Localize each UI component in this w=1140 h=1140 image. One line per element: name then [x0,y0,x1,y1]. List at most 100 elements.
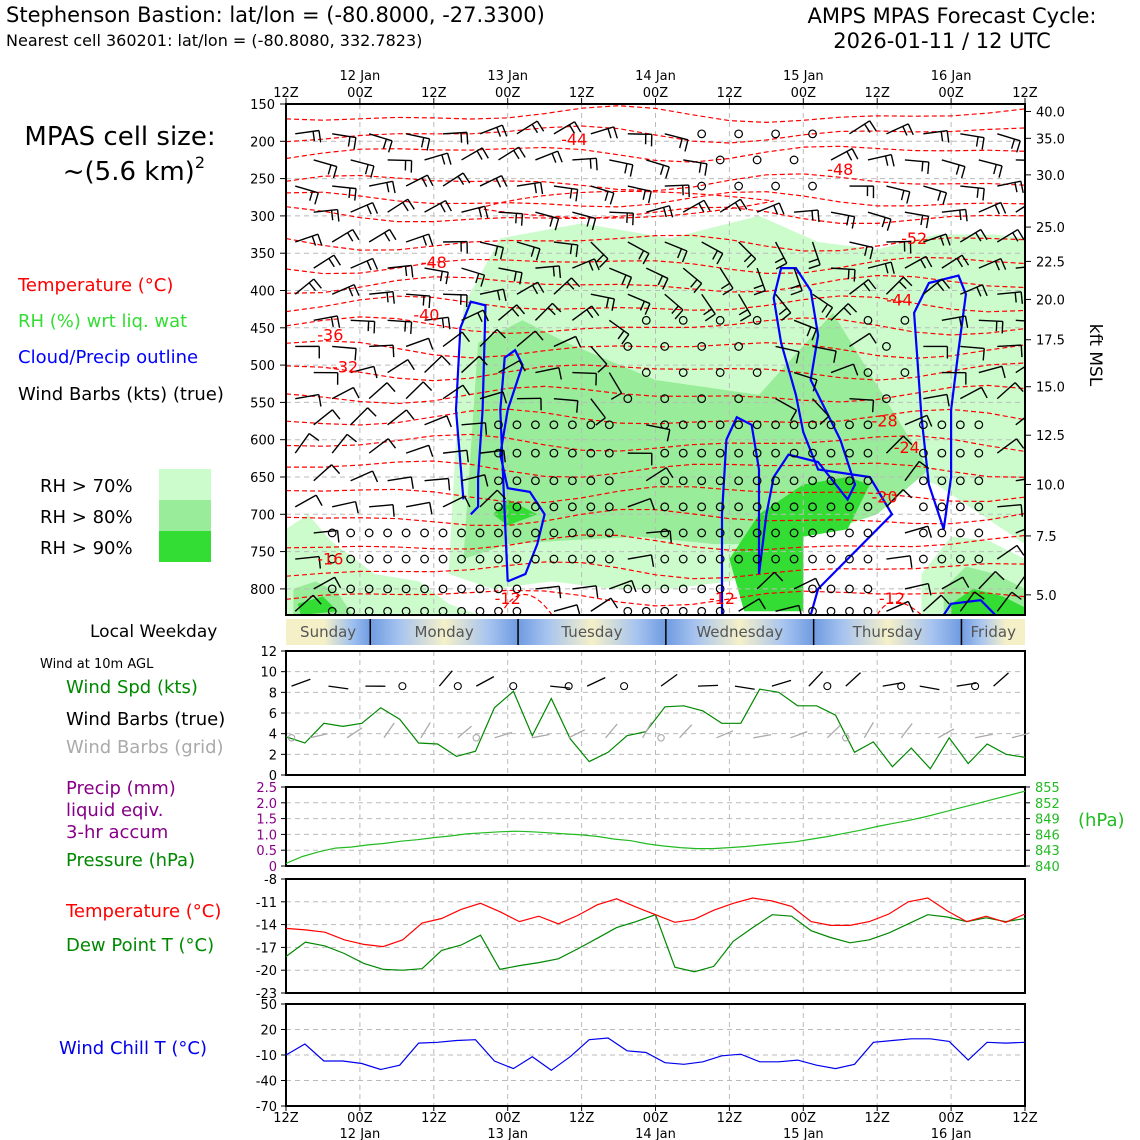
wind-barb-flag [773,571,784,582]
calm-marker [882,342,891,351]
wind-barb-shaft [479,391,504,400]
wind-barb-flag [1036,199,1042,209]
wind-barb-shaft [572,211,596,220]
wind-barb-shaft [331,228,354,243]
wind-barb-shaft [442,131,468,135]
pressure-label: Pressure (hPa) [66,850,195,871]
surface-calm-true [620,682,629,691]
wind-barb-flag [407,198,415,210]
wind-barb-flag2 [311,235,317,246]
wind-barb-flag2 [421,177,428,188]
calm-marker [494,606,503,615]
isotherm-13 [286,384,1025,405]
chill-ytick-label-0: -70 [256,1100,277,1115]
wind-barb-shaft [313,576,336,590]
wind-barb-flag2 [863,282,871,292]
calm-marker [715,606,725,615]
calm-marker [327,606,337,615]
wind-barb-flag [354,501,359,514]
wind-barb-shaft [553,604,578,612]
wind-barb-shaft [368,438,389,454]
wind-barb-shaft [738,598,760,612]
wind-barb-flag [575,244,579,257]
calm-marker [660,554,670,564]
wind-barb-flag [610,392,622,400]
calm-marker [531,448,540,458]
wind-barb-flag [462,384,471,396]
wind-barb-flag [462,172,471,184]
wind-barb-flag [704,313,716,322]
wind-barb-flag [1014,382,1024,393]
isotherm-closed [477,190,774,219]
wind-barb-flag [918,460,930,470]
calm-marker [937,502,947,512]
wind-barb-flag [626,277,633,289]
station-title: Stephenson Bastion: lat/lon = (-80.8000,… [6,3,545,27]
wind-barb-flag [982,348,985,361]
calm-marker [863,420,873,430]
wind-barb-flag [519,272,523,285]
cell-subtitle: Nearest cell 360201: lat/lon = (-80.8080… [6,31,422,50]
wind-barb-shaft [294,278,315,295]
wind-barb-flag2 [312,131,316,142]
wind-barb-shaft [313,315,338,322]
wind-barb-flag2 [662,207,667,218]
pressure-ytick-label-4: 852 [1035,797,1060,812]
precip-label-2: liquid eqiv. [66,800,163,821]
wind-barb-flag [942,192,948,205]
wind-barb-flag [1001,366,1006,379]
surface-barb-grid [642,721,653,739]
dewpoint-label: Dew Point T (°C) [66,935,214,956]
wind-barb-flag [684,139,689,152]
wind-barb-flag2 [638,250,645,260]
wind-barb-flag [925,216,930,229]
surface-barb-grid [937,728,955,739]
wind-barb-flag [609,192,615,205]
calm-marker [715,476,725,486]
calm-marker [678,584,688,594]
calm-marker [475,554,485,564]
wind-barb-flag [516,304,526,315]
surface-barb-true [993,672,1009,687]
calm-marker [826,420,836,430]
wind-barb-shaft [553,397,578,402]
wind-barb-flag [847,303,858,313]
vertical-section-panel: -44 -48 -52 -48 -40 -36 -32 -44 -28 -24 -20 -16 -12 -… [250,69,1105,616]
calm-marker [715,368,725,377]
wind-barb-flag2 [568,124,576,134]
wind-barb-shaft [368,133,393,142]
kft-tick-label-6: 17.5 [1036,334,1065,349]
precip-frame [285,786,1026,867]
kft-tick-label-4: 22.5 [1036,255,1065,270]
wind-barb-flag [389,229,397,241]
calm-marker [734,528,744,538]
wind-barb-shaft [590,597,612,612]
wind-barb-flag [575,336,582,348]
wind-barb-flag [501,124,508,137]
calm-marker [937,528,947,538]
wind-barb-shaft [923,129,948,135]
wind-barb-flag [312,594,322,605]
wind-barb-shaft [978,201,1002,213]
calm-marker [974,476,984,486]
wind-barb-flag [1020,181,1024,194]
pressure-ytick-label-5: 855 [1035,781,1060,796]
pressure-line [285,790,1026,864]
wind-barb-shaft [960,345,985,350]
wind-barb-shaft [1015,159,1025,161]
wind-barb-shaft [590,293,615,300]
wind-barb-flag2 [422,235,428,246]
isotherm-9 [286,295,1025,313]
wind-barb-shaft [405,174,428,187]
calm-marker [364,554,374,564]
calm-marker [771,129,780,139]
top-ytick-label-11: 700 [250,508,275,523]
calm-marker [383,584,393,594]
wind-barb-shaft [461,474,485,482]
wind-barb-flag [428,233,434,246]
wind-barb-flag [484,206,489,219]
isotherm-10 [286,316,1025,336]
wind-barb-flag [308,433,320,442]
calm-marker [808,606,817,615]
wind-barb-flag [373,321,376,334]
